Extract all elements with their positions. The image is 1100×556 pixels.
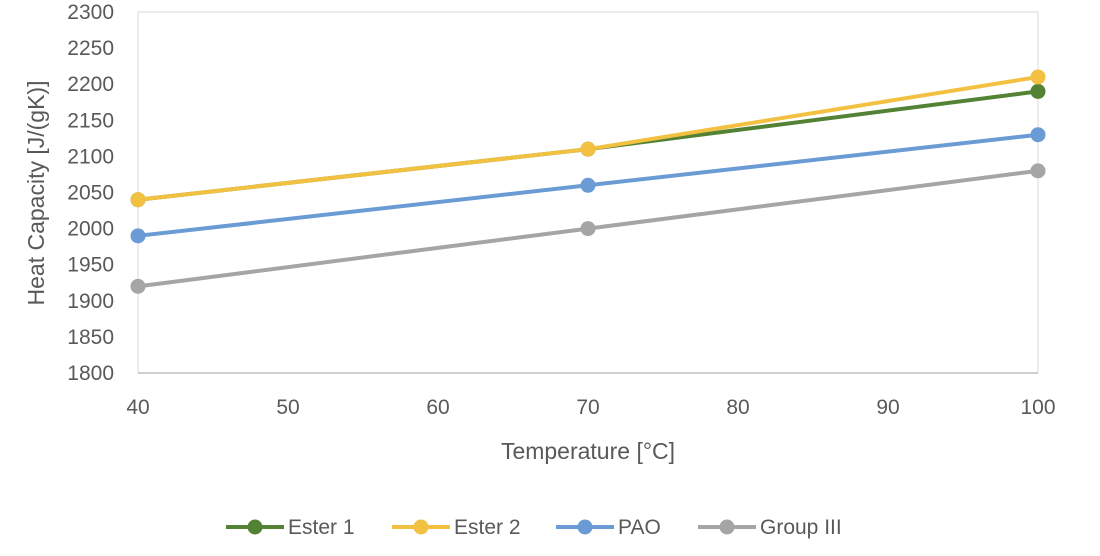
data-point xyxy=(580,177,596,193)
data-point xyxy=(1030,83,1046,99)
series-group-iii xyxy=(130,163,1046,294)
legend-item: PAO xyxy=(556,516,661,539)
data-point xyxy=(130,278,146,294)
y-axis-title: Heat Capacity [J/(gK)] xyxy=(23,81,49,306)
x-tick-label: 50 xyxy=(276,396,299,419)
series-pao xyxy=(130,127,1046,244)
legend-swatch-marker xyxy=(247,519,263,535)
x-axis-title: Temperature [°C] xyxy=(501,438,675,464)
data-point xyxy=(1030,127,1046,143)
y-tick-label: 1900 xyxy=(67,290,114,313)
x-tick-label: 80 xyxy=(726,396,749,419)
legend-swatch-marker xyxy=(577,519,593,535)
x-tick-label: 40 xyxy=(126,396,149,419)
legend-label: Group III xyxy=(760,516,842,539)
legend-item: Group III xyxy=(698,516,842,539)
y-tick-label: 2050 xyxy=(67,182,114,205)
y-tick-label: 2000 xyxy=(67,218,114,241)
x-axis-tick-labels: 40 50 60 70 80 90 100 xyxy=(126,396,1055,419)
legend-item: Ester 1 xyxy=(226,516,355,539)
legend-item: Ester 2 xyxy=(392,516,521,539)
legend-label: PAO xyxy=(618,516,661,539)
x-tick-label: 90 xyxy=(876,396,899,419)
data-point xyxy=(130,192,146,208)
series-layer xyxy=(130,69,1046,294)
y-tick-label: 2100 xyxy=(67,145,114,168)
y-tick-label: 1950 xyxy=(67,254,114,277)
legend-swatch-marker xyxy=(413,519,429,535)
x-tick-label: 70 xyxy=(576,396,599,419)
x-tick-label: 60 xyxy=(426,396,449,419)
y-tick-label: 2300 xyxy=(67,1,114,24)
y-axis-tick-labels: 1800 1850 1900 1950 2000 2050 2100 2150 2200 2250… xyxy=(67,1,114,385)
data-point xyxy=(580,221,596,237)
series-ester-2 xyxy=(130,69,1046,208)
x-tick-label: 100 xyxy=(1020,396,1055,419)
y-tick-label: 2150 xyxy=(67,109,114,132)
legend-label: Ester 1 xyxy=(288,516,355,539)
y-tick-label: 2250 xyxy=(67,37,114,60)
legend: Ester 1 Ester 2 PAO Group III xyxy=(226,516,842,539)
data-point xyxy=(1030,69,1046,85)
y-tick-label: 1800 xyxy=(67,362,114,385)
legend-label: Ester 2 xyxy=(454,516,521,539)
y-tick-label: 1850 xyxy=(67,326,114,349)
data-point xyxy=(1030,163,1046,179)
data-point xyxy=(580,141,596,157)
data-point xyxy=(130,228,146,244)
y-tick-label: 2200 xyxy=(67,73,114,96)
legend-swatch-marker xyxy=(719,519,735,535)
